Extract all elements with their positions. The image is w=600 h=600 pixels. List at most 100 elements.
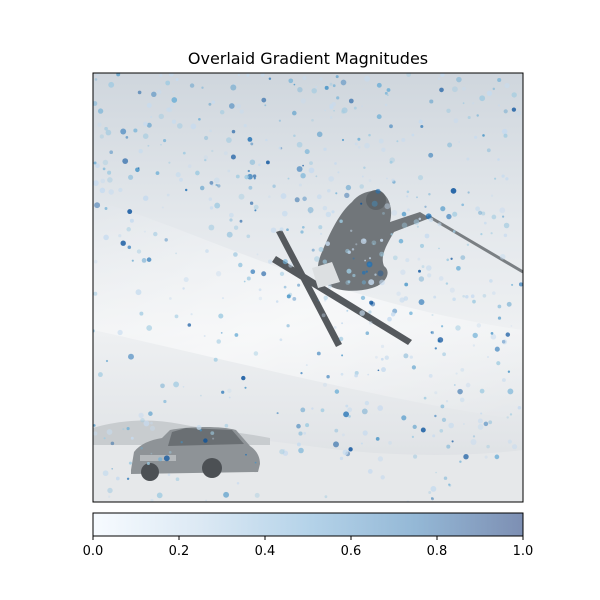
gradient-speckle	[212, 437, 215, 440]
gradient-speckle	[391, 209, 398, 216]
gradient-speckle	[167, 473, 171, 477]
gradient-speckle	[353, 106, 357, 110]
gradient-speckle	[478, 210, 483, 215]
gradient-speckle	[451, 440, 454, 443]
gradient-speckle	[140, 446, 143, 450]
gradient-speckle	[156, 89, 162, 95]
gradient-speckle	[233, 225, 239, 230]
colorbar-gradient	[92, 512, 524, 537]
gradient-speckle	[166, 107, 171, 112]
gradient-speckle	[434, 391, 438, 395]
gradient-speckle	[412, 424, 417, 430]
gradient-speckle	[462, 294, 466, 298]
gradient-speckle	[253, 204, 259, 210]
gradient-speckle	[325, 211, 332, 218]
gradient-speckle	[320, 408, 325, 413]
gradient-speckle	[161, 206, 164, 209]
gradient-speckle	[127, 209, 133, 215]
gradient-speckle	[219, 109, 225, 115]
gradient-speckle	[484, 455, 488, 459]
gradient-speckle	[166, 193, 170, 197]
gradient-speckle	[102, 167, 106, 171]
gradient-speckle	[155, 171, 160, 175]
gradient-speckle	[511, 107, 517, 112]
gradient-speckle	[368, 310, 372, 314]
gradient-speckle	[182, 287, 185, 290]
gradient-speckle	[492, 87, 496, 91]
gradient-speckle	[364, 142, 370, 149]
gradient-speckle	[345, 184, 352, 191]
gradient-speckle	[198, 117, 201, 121]
gradient-speckle	[472, 435, 476, 438]
gradient-speckle	[211, 183, 214, 187]
gradient-speckle	[235, 103, 241, 109]
gradient-speckle	[440, 73, 445, 78]
gradient-speckle	[163, 139, 167, 143]
gradient-speckle	[445, 282, 449, 285]
gradient-speckle	[217, 184, 221, 188]
gradient-speckle	[428, 152, 434, 158]
gradient-speckle	[189, 83, 195, 88]
gradient-speckle	[304, 149, 310, 155]
gradient-speckle	[179, 177, 183, 182]
gradient-speckle	[138, 149, 143, 154]
gradient-speckle	[153, 231, 158, 237]
gradient-speckle	[288, 263, 293, 268]
gradient-speckle	[371, 240, 377, 246]
gradient-speckle	[409, 355, 413, 359]
gradient-speckle	[499, 207, 506, 214]
gradient-speckle	[334, 162, 337, 165]
parked-car	[131, 427, 260, 481]
gradient-speckle	[453, 384, 456, 386]
gradient-speckle	[131, 259, 134, 262]
gradient-speckle	[384, 203, 391, 210]
gradient-speckle	[126, 427, 130, 431]
gradient-speckle	[458, 141, 460, 143]
gradient-speckle	[463, 454, 469, 460]
gradient-speckle	[250, 142, 254, 146]
gradient-speckle	[438, 276, 444, 281]
gradient-speckle	[307, 207, 314, 213]
gradient-speckle	[146, 102, 152, 108]
gradient-speckle	[180, 441, 183, 444]
gradient-speckle	[494, 346, 500, 352]
gradient-speckle	[102, 470, 109, 477]
gradient-speckle	[226, 231, 233, 238]
gradient-speckle	[143, 121, 148, 127]
gradient-speckle	[122, 428, 125, 431]
gradient-speckle	[368, 279, 375, 286]
gradient-speckle	[175, 172, 181, 178]
gradient-speckle	[233, 252, 238, 257]
gradient-speckle	[452, 297, 456, 301]
gradient-speckle	[512, 444, 518, 450]
gradient-speckle	[293, 134, 296, 137]
gradient-speckle	[361, 105, 364, 108]
gradient-speckle	[223, 151, 228, 156]
gradient-speckle	[156, 492, 163, 499]
gradient-speckle	[169, 103, 174, 108]
gradient-speckle	[372, 243, 375, 245]
gradient-speckle	[128, 461, 132, 465]
gradient-speckle	[380, 238, 384, 242]
gradient-speckle	[261, 97, 267, 103]
gradient-speckle	[509, 413, 513, 416]
gradient-speckle	[169, 297, 172, 300]
gradient-speckle	[326, 375, 330, 379]
gradient-speckle	[341, 110, 345, 114]
gradient-speckle	[461, 203, 465, 207]
gradient-speckle	[347, 280, 351, 284]
gradient-speckle	[389, 124, 393, 129]
gradient-speckle	[361, 175, 364, 178]
gradient-speckle	[135, 289, 142, 296]
gradient-speckle	[239, 109, 244, 114]
gradient-speckle	[158, 457, 163, 462]
gradient-speckle	[419, 243, 425, 248]
gradient-speckle	[479, 388, 485, 394]
gradient-speckle	[452, 86, 458, 93]
gradient-speckle	[406, 195, 409, 198]
gradient-speckle	[359, 310, 366, 316]
gradient-speckle	[352, 257, 355, 260]
gradient-speckle	[446, 258, 449, 262]
gradient-speckle	[300, 230, 304, 234]
gradient-speckle	[507, 439, 512, 444]
